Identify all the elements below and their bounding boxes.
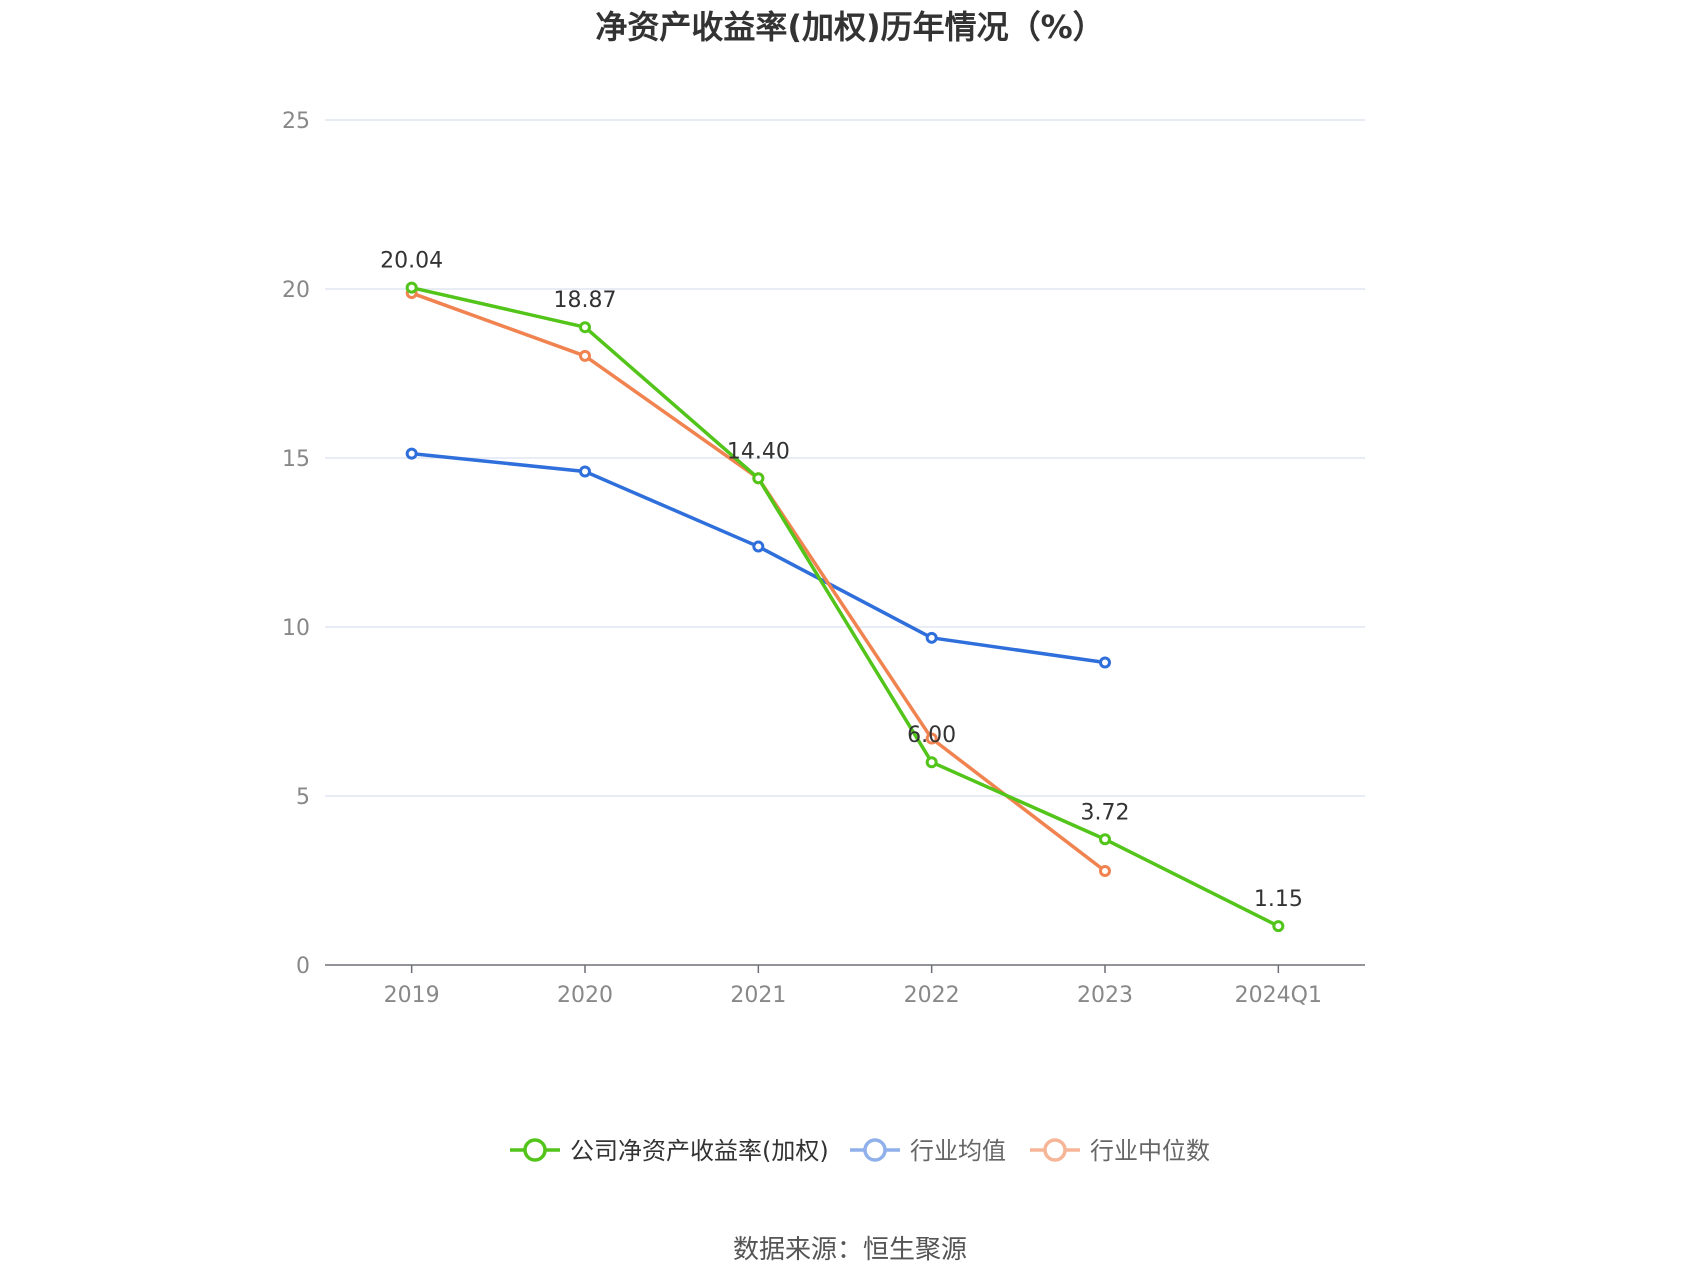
- x-tick-label: 2022: [904, 983, 960, 1008]
- data-point: [579, 349, 591, 362]
- x-tick-label: 2021: [730, 983, 786, 1008]
- legend-label: 行业均值: [910, 1137, 1006, 1165]
- legend-item-2[interactable]: 行业中位数: [1030, 1137, 1210, 1165]
- legend-label: 公司净资产收益率(加权): [570, 1137, 829, 1165]
- data-point: [925, 732, 938, 745]
- x-tick-label: 2019: [384, 983, 440, 1008]
- x-axis: 2019 2020 2021 2022 2023 2024Q1: [325, 964, 1365, 1008]
- x-tick-label: 2024Q1: [1235, 983, 1322, 1008]
- legend-label: 行业中位数: [1090, 1137, 1210, 1165]
- legend-marker: [863, 1138, 887, 1162]
- data-point: [1099, 656, 1111, 669]
- data-point: [579, 465, 591, 478]
- legend-item-0[interactable]: 公司净资产收益率(加权): [510, 1137, 829, 1165]
- data-label: 1.15: [1254, 887, 1303, 912]
- legend-item-1[interactable]: 行业均值: [850, 1137, 1006, 1165]
- data-point: [405, 281, 418, 294]
- data-point: [579, 321, 591, 334]
- data-label: 6.00: [907, 723, 956, 748]
- y-tick-label: 15: [282, 447, 310, 472]
- legend[interactable]: 公司净资产收益率(加权) 行业均值 行业中位数: [510, 1137, 1210, 1165]
- series-line-1: [411, 451, 1106, 665]
- chart-title: 净资产收益率(加权)历年情况（%）: [595, 8, 1104, 46]
- data-label: 3.72: [1081, 800, 1130, 825]
- series-line-2: [411, 291, 1107, 873]
- data-point: [925, 756, 938, 769]
- series-group: [405, 281, 1285, 933]
- data-point: [1272, 920, 1285, 933]
- series-line-0: [411, 285, 1280, 928]
- data-label: 18.87: [554, 288, 617, 313]
- data-label: 14.40: [727, 439, 790, 464]
- y-tick-label: 0: [296, 954, 310, 979]
- y-axis: 0 5 10 15 20 25: [282, 109, 310, 979]
- x-tick-label: 2023: [1077, 983, 1133, 1008]
- source-note: 数据来源：恒生聚源: [733, 1235, 967, 1265]
- y-tick-label: 5: [296, 785, 310, 810]
- y-tick-label: 25: [282, 109, 310, 134]
- x-tick-label: 2020: [557, 983, 613, 1008]
- data-point: [1099, 833, 1111, 846]
- y-tick-label: 10: [282, 616, 310, 641]
- grid-lines: [325, 119, 1365, 797]
- data-point: [752, 472, 765, 485]
- data-label: 20.04: [380, 249, 443, 274]
- data-labels: 20.04 18.87 14.40 6.00 3.72 1.15: [380, 249, 1303, 912]
- data-point: [752, 540, 765, 553]
- data-point: [925, 631, 938, 644]
- legend-marker: [523, 1138, 547, 1162]
- data-point: [405, 447, 418, 460]
- legend-marker: [1043, 1138, 1067, 1162]
- y-tick-label: 20: [282, 278, 310, 303]
- data-point: [1099, 865, 1111, 878]
